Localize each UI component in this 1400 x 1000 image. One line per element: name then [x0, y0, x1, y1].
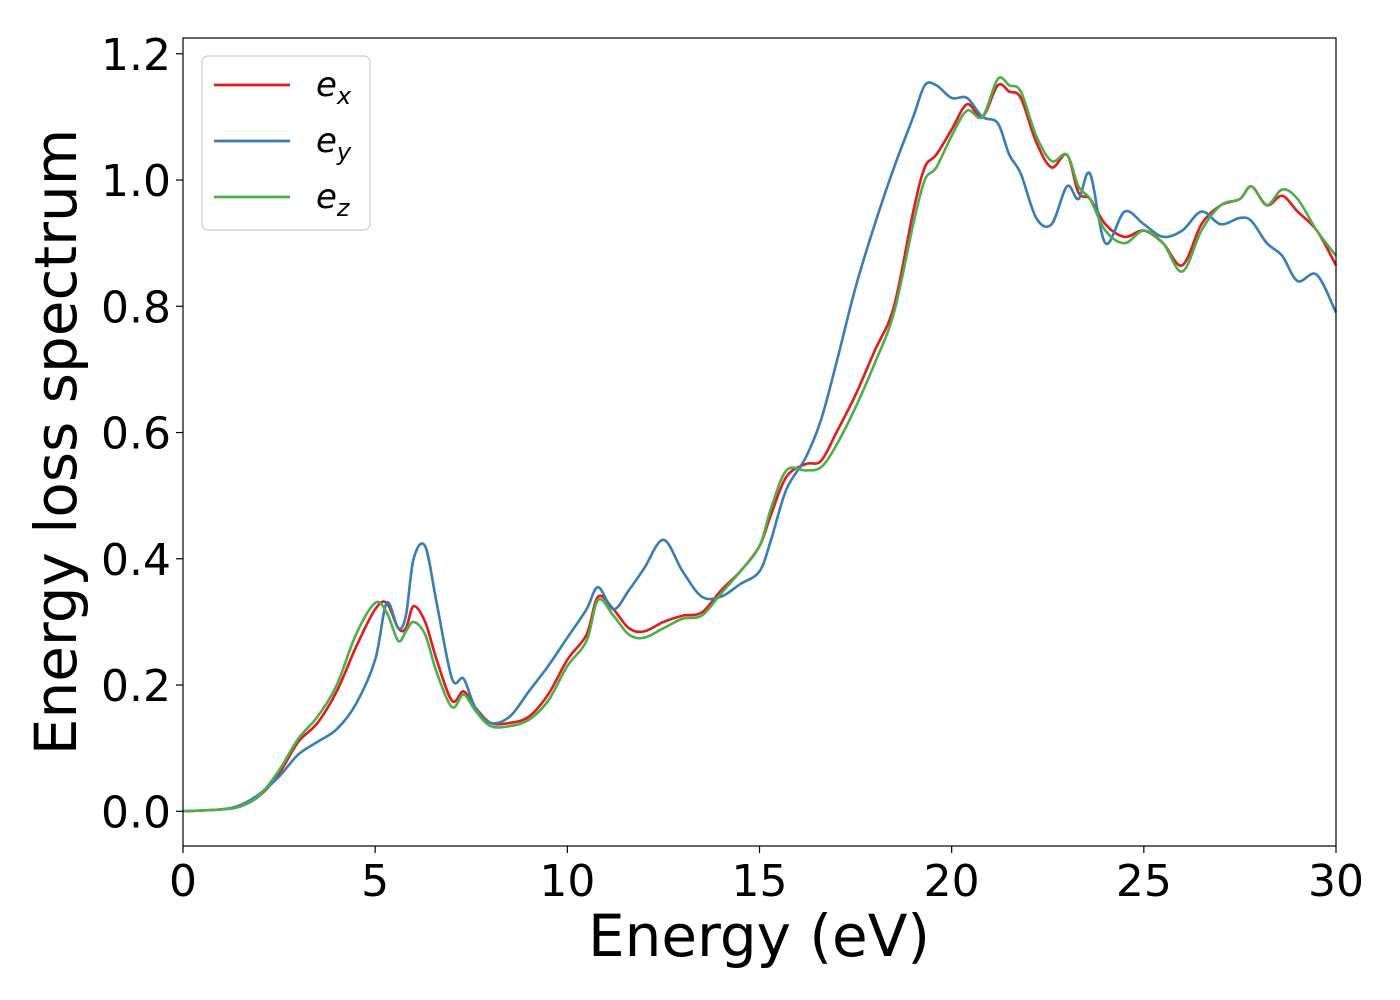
- y-tick-label: 0.8: [101, 282, 171, 333]
- y-tick-label: 0.0: [101, 787, 171, 838]
- x-tick-label: 5: [361, 856, 389, 907]
- x-tick-label: 20: [924, 856, 980, 907]
- y-tick-label: 0.6: [101, 409, 171, 460]
- y-axis-title: Energy loss spectrum: [22, 129, 90, 755]
- series-line-x: [182, 82, 1338, 813]
- x-axis-ticks: 0 5 10 15 20 25 30: [169, 846, 1364, 907]
- x-axis-title: Energy (eV): [588, 902, 930, 970]
- legend-label-y: ey: [316, 121, 352, 166]
- y-axis-ticks: 0.0 0.2 0.4 0.6 0.8 1.0 1.2: [101, 30, 183, 838]
- series-lines: [182, 76, 1338, 813]
- legend-box: [201, 55, 371, 231]
- x-tick-label: 30: [1308, 856, 1364, 907]
- y-tick-label: 0.2: [101, 661, 171, 712]
- y-tick-label: 1.2: [101, 30, 171, 81]
- series-line-y: [182, 81, 1338, 813]
- x-tick-label: 25: [1116, 856, 1172, 907]
- x-tick-label: 15: [732, 856, 788, 907]
- legend-label-z: ez: [316, 177, 351, 222]
- legend-label-x: ex: [316, 65, 352, 110]
- y-tick-label: 0.4: [101, 535, 171, 586]
- x-tick-label: 0: [169, 856, 197, 907]
- y-tick-label: 1.0: [101, 156, 171, 207]
- series-line-z: [182, 76, 1338, 813]
- legend: ex ey ez: [201, 55, 371, 231]
- x-tick-label: 10: [539, 856, 595, 907]
